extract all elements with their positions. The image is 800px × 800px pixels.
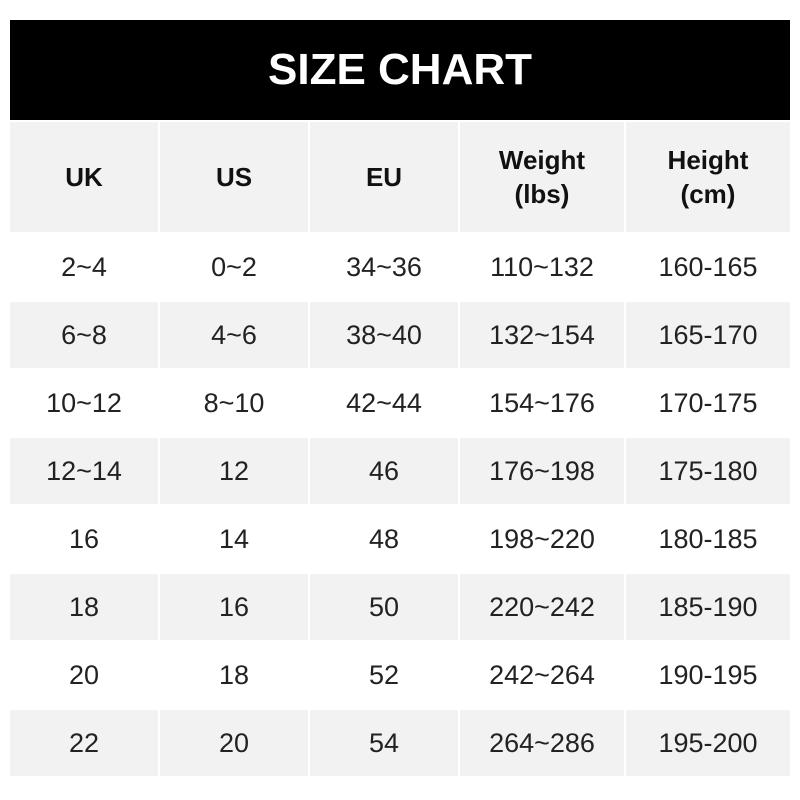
table-cell: 170-175	[658, 387, 758, 418]
size-chart-title: SIZE CHART	[10, 20, 790, 120]
column-header-text: (lbs)	[514, 179, 570, 209]
column-header: Height (cm)	[626, 122, 790, 232]
table-cell: 220~242	[460, 574, 624, 640]
column-header-text: Weight	[498, 145, 586, 175]
column-header-text: EU	[365, 162, 403, 192]
table-row: 2~4 0~2 34~36 110~132 160-165	[10, 234, 790, 300]
column-header: EU	[310, 122, 458, 232]
table-cell: 12	[160, 438, 308, 504]
header-row: UK US EU Weight (lbs) Height (cm)	[10, 122, 790, 232]
table-cell: 10~12	[46, 387, 122, 418]
column-header-text: Height	[667, 145, 749, 175]
table-cell: 52	[368, 659, 400, 690]
table-cell: 154~176	[489, 387, 595, 418]
table-row: 16 14 48 198~220 180-185	[10, 506, 790, 572]
table-cell: 176~198	[460, 438, 624, 504]
table-row: 18 16 50 220~242 185-190	[10, 574, 790, 640]
table-cell: 2~4	[61, 251, 107, 282]
table-cell: 14	[218, 523, 250, 554]
table-cell: 46	[310, 438, 458, 504]
table-cell: 20	[160, 710, 308, 776]
column-header-text: UK	[65, 162, 103, 192]
table-cell: 54	[310, 710, 458, 776]
column-header: US	[160, 122, 308, 232]
table-row: 10~12 8~10 42~44 154~176 170-175	[10, 370, 790, 436]
table-row: 20 18 52 242~264 190-195	[10, 642, 790, 708]
table-cell: 22	[10, 710, 158, 776]
table-cell: 180-185	[658, 523, 758, 554]
table-cell: 50	[310, 574, 458, 640]
table-cell: 195-200	[626, 710, 790, 776]
table-cell: 34~36	[346, 251, 422, 282]
table-cell: 264~286	[460, 710, 624, 776]
column-header-text: (cm)	[680, 179, 736, 209]
column-header-text: US	[215, 162, 253, 192]
table-cell: 175-180	[626, 438, 790, 504]
table-row: 12~14 12 46 176~198 175-180	[10, 438, 790, 504]
table-cell: 16	[160, 574, 308, 640]
table-cell: 6~8	[10, 302, 158, 368]
table-cell: 242~264	[489, 659, 595, 690]
table-cell: 0~2	[211, 251, 257, 282]
table-cell: 8~10	[203, 387, 265, 418]
table-cell: 185-190	[626, 574, 790, 640]
table-cell: 160-165	[658, 251, 758, 282]
column-header: UK	[10, 122, 158, 232]
table-cell: 165-170	[626, 302, 790, 368]
table-cell: 198~220	[489, 523, 595, 554]
table-cell: 48	[368, 523, 400, 554]
table-cell: 12~14	[10, 438, 158, 504]
table-cell: 4~6	[160, 302, 308, 368]
table-cell: 110~132	[490, 251, 594, 282]
table-cell: 190-195	[658, 659, 758, 690]
size-table: UK US EU Weight (lbs) Height (cm) 2~4 0~2 34~36 1…	[8, 120, 792, 778]
table-cell: 20	[68, 659, 100, 690]
table-cell: 38~40	[310, 302, 458, 368]
table-cell: 18	[10, 574, 158, 640]
table-row: 6~8 4~6 38~40 132~154 165-170	[10, 302, 790, 368]
table-row: 22 20 54 264~286 195-200	[10, 710, 790, 776]
column-header: Weight (lbs)	[460, 122, 624, 232]
table-cell: 16	[68, 523, 100, 554]
table-cell: 132~154	[460, 302, 624, 368]
table-cell: 18	[218, 659, 250, 690]
table-cell: 42~44	[346, 387, 422, 418]
